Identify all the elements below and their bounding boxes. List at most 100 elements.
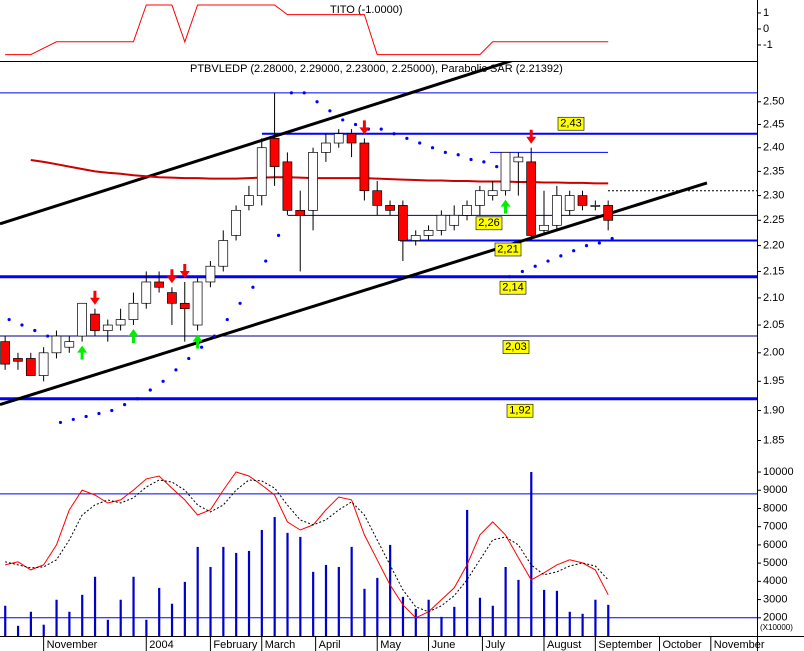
sar-dot [520,269,524,274]
oscillator-line [4,479,609,613]
volume-bar [504,566,507,636]
volume-bar [93,576,97,636]
volume-bar [286,532,289,636]
sar-dot [110,408,114,413]
volume-bar [555,590,559,636]
sar-dot [58,420,63,425]
candle-body [603,205,614,221]
volume-bar [273,517,276,636]
y-tick-label: 2.20 [763,239,784,251]
y-tick-label: 2.10 [763,292,784,304]
sar-dot [71,417,75,422]
sar-dot [7,317,11,322]
sar-dot [533,264,537,268]
candle-body [64,341,75,348]
axes: 1 0 -1 2.50 2.45 2.40 2.35 2.30 2.25 2.20 2.15 2.10… [43,7,794,651]
sar-dot [161,379,165,383]
x-tick-label: April [319,639,341,651]
candle-body [269,138,280,167]
volume-bar [247,550,251,636]
candle-body [462,205,472,216]
moving-average [30,159,609,185]
x-tick-label: September [598,639,652,651]
sar-dot [584,243,589,248]
candle-body [0,341,10,365]
level-label-box [499,280,527,295]
x-tick-label: November [47,639,98,651]
sar-dot [212,334,217,338]
sar-dot [225,317,229,322]
volume-bar [4,605,7,636]
y-tick-label: -1 [763,39,773,51]
volume-bar [16,625,20,636]
volume-bar [312,571,315,636]
sar-dot [379,127,383,131]
candle-body [102,324,113,331]
volume-bar [222,546,225,636]
sar-dot [507,275,512,279]
y-tick-label: 6000 [763,539,787,551]
volume-bar [517,579,520,636]
sell-arrow [359,120,370,135]
volume-bar [183,581,186,636]
y-tick-label: 1.90 [763,404,784,416]
volume-bar [453,606,456,636]
volume-bar [299,536,302,636]
level-label-box [475,216,503,231]
x-tick-label: 2004 [149,639,173,651]
y-tick-label: 2.00 [763,347,784,359]
x-tick-label: March [265,639,296,651]
candle-body [218,240,229,267]
sar-dot [251,285,255,289]
sar-dot [597,241,601,245]
sar-dot [341,118,345,122]
y-tick-label: 3000 [763,593,787,605]
level-label: 2,21 [497,243,518,255]
candle-body [192,281,203,326]
sar-dot [238,301,242,305]
level-label-box [494,242,522,257]
sar-dot [546,259,550,263]
y-tick-label: 0 [763,23,769,35]
candle-body [436,214,447,231]
sar-dot [559,254,563,258]
level-label-box [506,403,534,418]
candle-body [500,152,511,192]
candle-body [128,302,139,320]
x-tick-label: February [213,639,258,651]
indicator-line [5,4,609,56]
candle-body [77,302,87,337]
candle-body [295,210,306,216]
volume-bar [440,616,443,636]
sar-dot [97,411,101,416]
volume-bar [68,611,71,636]
candle-body [385,205,395,211]
volume-bar [401,596,405,636]
level-label: 2,43 [560,118,581,130]
candle-body [577,195,588,206]
sar-dot [495,165,499,169]
volume-bar [389,544,392,636]
sar-dot [187,356,191,361]
x-tick-label: May [380,639,401,651]
candle-body [346,133,357,144]
volume-bar [81,594,84,636]
level-label: 2,14 [502,282,523,294]
candle-body [590,205,601,207]
candle-body [115,319,126,326]
volume-bar [132,576,135,636]
sar-dot [264,259,268,263]
chart-title: PTBVLEDP (2.28000, 2.29000, 2.23000, 2.2… [190,63,563,75]
sar-dot [289,91,294,95]
volume-bar [235,552,238,636]
candle-body [282,161,293,211]
candle-body [38,352,49,376]
volume-bar [337,566,340,636]
candle-body [410,235,421,241]
volume-bar [196,546,199,636]
sar-dot [302,91,306,95]
candle-body [141,281,152,304]
candle-body [423,230,434,236]
